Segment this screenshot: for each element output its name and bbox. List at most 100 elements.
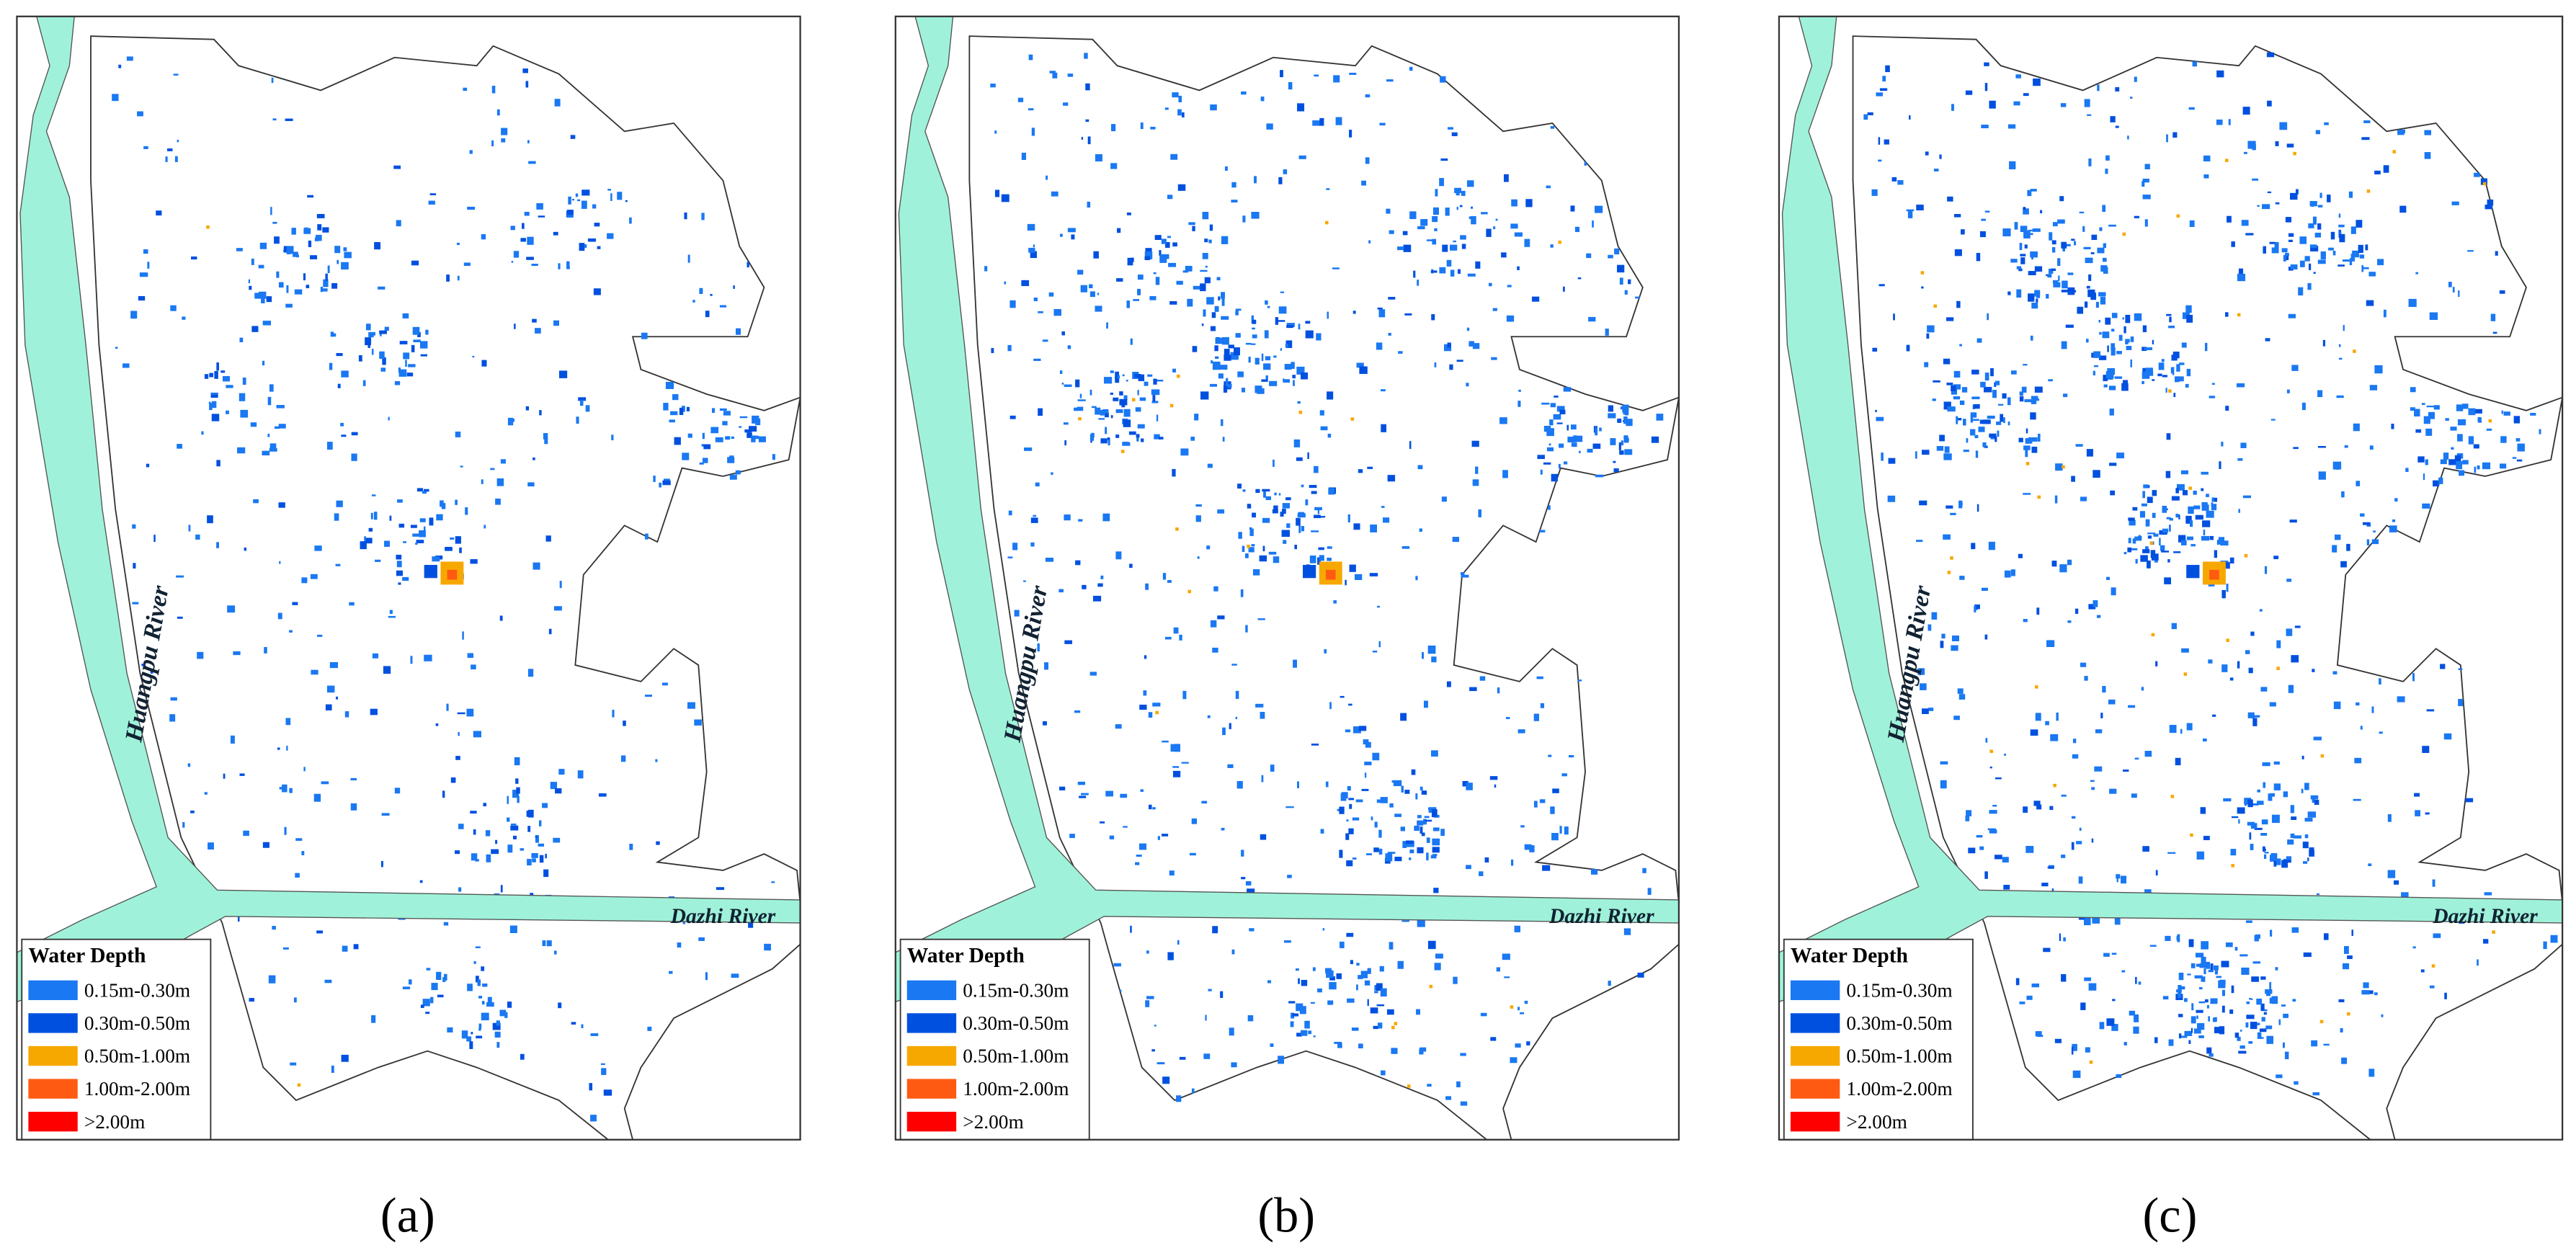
flood-patch (1461, 244, 1466, 249)
flood-patch (2451, 447, 2454, 450)
flood-patch (1433, 888, 1439, 893)
flood-patch (1336, 973, 1342, 979)
flood-patch (1460, 1101, 1468, 1106)
flood-patch (1608, 254, 1613, 259)
flood-patch (554, 99, 561, 107)
flood-patch (2264, 852, 2269, 854)
flood-patch (1466, 383, 1469, 387)
flood-patch (1067, 228, 1076, 233)
flood-patch (2265, 1025, 2273, 1030)
flood-patch (1139, 704, 1147, 710)
flood-patch (2216, 976, 2221, 978)
flood-patch (748, 920, 754, 928)
river-label: Dazhi River (1548, 905, 1654, 928)
flood-patch (379, 351, 385, 359)
flood-patch (2071, 476, 2075, 482)
flood-patch (2109, 788, 2117, 794)
flood-patch (994, 189, 1000, 197)
flood-patch (1906, 209, 1915, 212)
flood-patch (663, 478, 670, 481)
flood-patch (1267, 980, 1272, 984)
panel-frame (1778, 15, 2564, 1141)
flood-patch (1212, 361, 1221, 370)
flood-patch (1154, 379, 1164, 382)
flood-patch (1878, 137, 1881, 145)
flood-patch (559, 370, 568, 378)
flood-patch (2238, 819, 2240, 824)
flood-patch (2196, 1015, 2198, 1020)
flood-patch (1155, 277, 1160, 285)
flood-patch (491, 849, 499, 855)
flood-patch (1238, 532, 1242, 539)
flood-patch (1213, 586, 1218, 592)
flood-patch (1225, 383, 1232, 388)
flood-patch (1608, 981, 1611, 986)
flood-patch (2109, 409, 2114, 416)
flood-patch (207, 515, 213, 524)
flood-patch (2025, 438, 2032, 444)
flood-patch (544, 437, 548, 445)
flood-patch (2142, 178, 2149, 183)
flood-patch (1281, 530, 1291, 538)
flood-patch (2074, 608, 2079, 614)
flood-patch (1229, 723, 1231, 729)
flood-patch (2332, 251, 2336, 256)
flood-patch (1283, 378, 1285, 383)
flood-patch (1260, 834, 1267, 840)
flood-patch (1359, 366, 1368, 374)
flood-patch (272, 118, 277, 121)
flood-patch-deep (1429, 984, 1433, 989)
flood-patch (1976, 834, 1983, 838)
flood-patch (289, 788, 293, 793)
flood-patch (1387, 475, 1396, 482)
flood-patch (1401, 785, 1404, 793)
flood-patch (269, 443, 277, 452)
flood-patch (1089, 672, 1097, 676)
flood-patch (1093, 251, 1099, 259)
district-outline (968, 35, 1679, 1140)
flood-patch (1301, 1030, 1308, 1036)
flood-patch (2088, 274, 2092, 281)
legend-label: 1.00m-2.00m (1846, 1078, 1952, 1100)
flood-patch (1951, 385, 1956, 391)
flood-patch (1414, 825, 1420, 831)
flood-patch (1220, 991, 1224, 999)
flood-patch (2368, 1069, 2375, 1077)
flood-patch (2074, 241, 2077, 246)
flood-patch (699, 287, 703, 294)
flood-patch (226, 385, 233, 388)
flood-patch (2245, 800, 2247, 806)
flood-patch (1113, 963, 1121, 967)
flood-patch (115, 347, 118, 349)
flood-patch (1115, 375, 1120, 383)
flood-patch (2263, 782, 2266, 788)
flood-patch (1353, 523, 1360, 530)
flood-patch (1961, 229, 1965, 235)
flood-patch (1038, 311, 1043, 313)
flood-patch (2168, 1039, 2174, 1046)
flood-patch (1876, 92, 1884, 97)
flood-patch (211, 414, 220, 422)
flood-patch (1365, 94, 1371, 98)
flood-patch (1275, 317, 1279, 325)
flood-patch (1248, 357, 1251, 363)
flood-patch (2275, 967, 2278, 971)
flood-patch (2106, 1018, 2115, 1026)
legend-label: >2.00m (84, 1111, 145, 1133)
flood-patch (1402, 841, 1407, 848)
flood-patch (1208, 989, 1212, 991)
flood-patch (2210, 963, 2214, 971)
flood-patch (226, 410, 229, 414)
flood-patch (2023, 207, 2026, 210)
flood-patch (1533, 801, 1538, 808)
flood-patch (1888, 458, 1896, 464)
flood-patch (230, 735, 235, 744)
flood-patch (2252, 143, 2256, 151)
flood-patch (1172, 92, 1179, 98)
legend-label: 0.50m-1.00m (963, 1045, 1069, 1067)
flood-patch (1381, 424, 1387, 432)
legend-swatch (1790, 1079, 1840, 1099)
flood-patch (2167, 559, 2170, 563)
flood-patch (538, 843, 545, 847)
flood-patch (2353, 798, 2361, 801)
